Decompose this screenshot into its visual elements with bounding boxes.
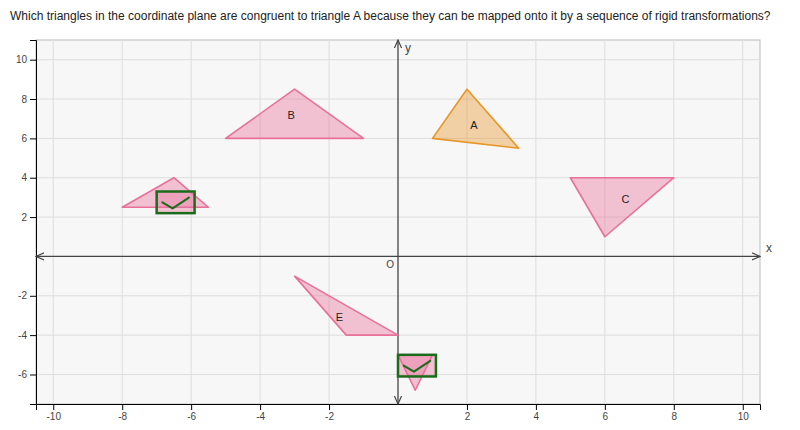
tick-mark (30, 217, 36, 218)
grid-line-x (53, 40, 54, 404)
triangle (570, 178, 673, 237)
checkbox (398, 355, 436, 377)
triangle-labels: A B C E (287, 109, 629, 324)
tick: 10 (16, 54, 36, 65)
tick-mark (605, 404, 606, 410)
tick-label: 10 (738, 411, 750, 422)
y-zero-axis (397, 40, 398, 404)
tick: 2 (21, 212, 36, 223)
tick: 8 (21, 94, 36, 105)
title: Which triangles in the coordinate plane … (10, 9, 771, 23)
tick: 6 (603, 404, 609, 422)
tick-label: 4 (534, 411, 540, 422)
tick: -2 (18, 290, 36, 301)
tick-mark (191, 404, 192, 410)
axis-line (37, 405, 761, 411)
triangle (226, 89, 364, 138)
grid-line-x (122, 40, 123, 404)
grid (36, 40, 760, 404)
tick: 6 (21, 133, 36, 144)
tick-mark (30, 374, 36, 375)
checkmark (162, 198, 189, 209)
grid-line-x (191, 40, 192, 404)
tick-mark (30, 178, 36, 179)
tick-label: -6 (187, 411, 196, 422)
tick-mark (743, 404, 744, 410)
checkbox (157, 192, 195, 214)
grid-line-x (260, 40, 261, 404)
plot-area (36, 40, 760, 404)
tick-mark (674, 404, 675, 410)
grid-line-x (329, 40, 330, 404)
tick: 10 (738, 404, 750, 422)
tick-label: 8 (672, 411, 678, 422)
triangle-label: A (470, 119, 478, 131)
chart: Which triangles in the coordinate plane … (0, 0, 800, 430)
tick-mark (30, 138, 36, 139)
grid-line-x (673, 40, 674, 404)
tick-mark (467, 404, 468, 410)
tick-label: 6 (603, 411, 609, 422)
tick-mark (30, 99, 36, 100)
tick: -6 (187, 404, 196, 422)
tick-label: 2 (21, 212, 27, 223)
tick-label: -4 (256, 411, 265, 422)
tick-label: -2 (325, 411, 334, 422)
tick: 2 (465, 404, 471, 422)
tick-label: -6 (18, 369, 27, 380)
tick-mark (30, 60, 36, 61)
tick: -2 (325, 404, 334, 422)
tick-mark (30, 335, 36, 336)
origin-axes (36, 40, 760, 404)
y-axis-label: y (405, 41, 411, 55)
tick-mark (30, 296, 36, 297)
checkbox-box (157, 192, 195, 214)
triangle (432, 89, 518, 148)
tick-label: 4 (21, 172, 27, 183)
tick-mark (536, 404, 537, 410)
tick-label: 2 (465, 411, 471, 422)
checkmark (404, 361, 431, 372)
y-axis: -6 -4 -2 2 4 6 8 10 (16, 41, 37, 405)
tick-label: -8 (118, 411, 127, 422)
tick: 8 (672, 404, 678, 422)
tick: -10 (47, 404, 62, 422)
axis-line (30, 41, 37, 405)
tick: -6 (18, 369, 36, 380)
tick-label: 6 (21, 133, 27, 144)
tick: -4 (18, 330, 36, 341)
tick: -8 (118, 404, 127, 422)
x-axis-label: x (766, 241, 772, 255)
triangle (295, 276, 398, 335)
tick: 4 (21, 172, 36, 183)
tick-mark (260, 404, 261, 410)
x-axis: -10 -8 -6 -4 -2 2 4 6 8 10 (37, 404, 761, 422)
triangles (122, 89, 674, 390)
origin-label: O (386, 259, 394, 270)
grid-line-x (535, 40, 536, 404)
tick-label: 10 (16, 54, 28, 65)
tick-mark (122, 404, 123, 410)
tick: -4 (256, 404, 265, 422)
triangle-label: B (287, 109, 294, 121)
grid-line-x (742, 40, 743, 404)
tick-label: -4 (18, 330, 27, 341)
triangle-label: E (336, 311, 343, 323)
tick-label: -2 (18, 290, 27, 301)
checkbox-box (398, 355, 436, 377)
tick: 4 (534, 404, 540, 422)
tick-label: -10 (47, 411, 62, 422)
triangle-label: C (622, 193, 630, 205)
tick-label: 8 (21, 94, 27, 105)
tick-mark (53, 404, 54, 410)
tick-mark (329, 404, 330, 410)
